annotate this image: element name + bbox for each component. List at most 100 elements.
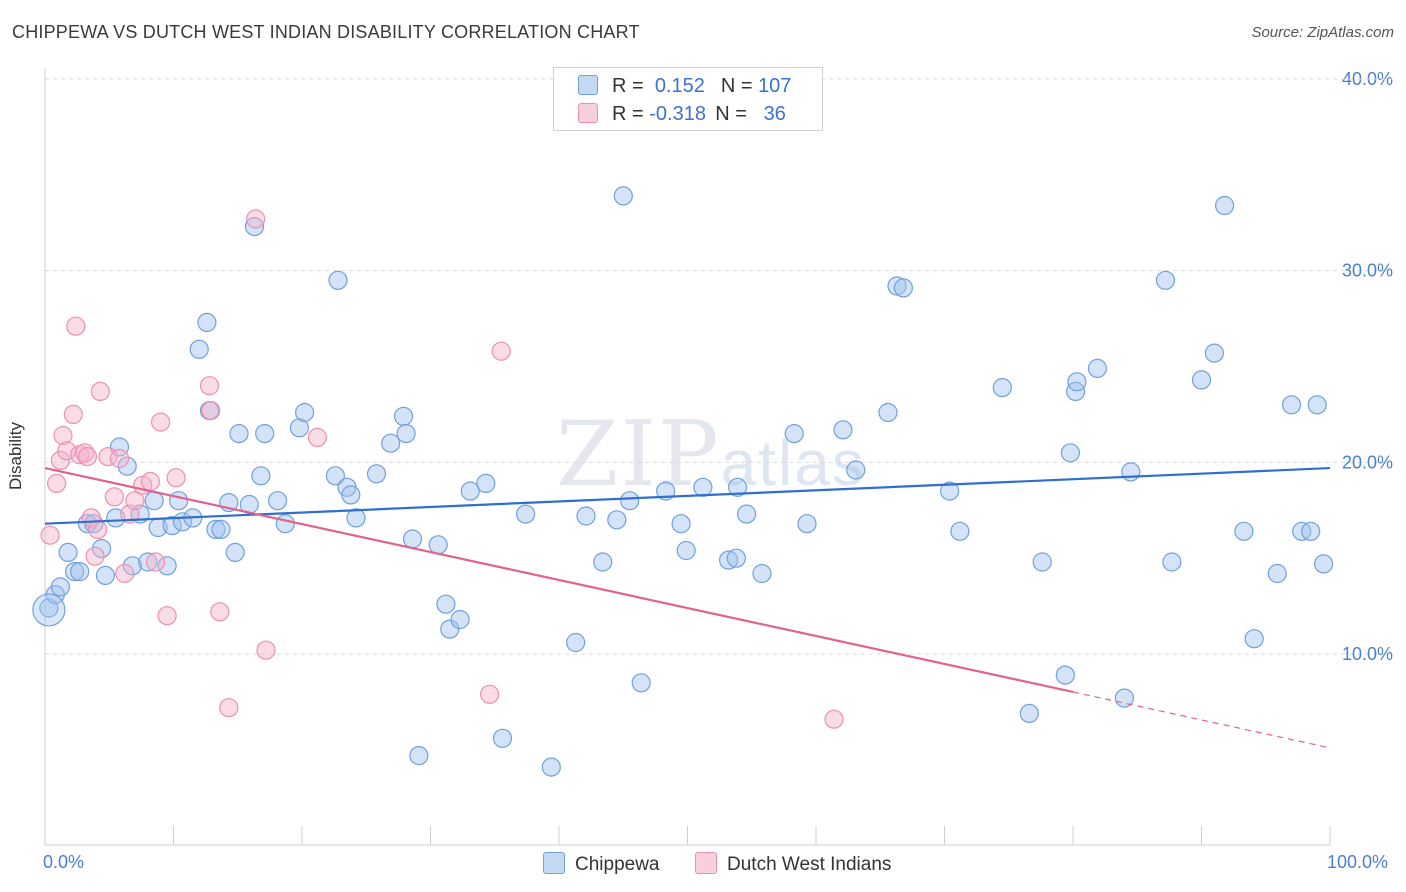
chippewa-point [631,673,651,693]
chippewa-point [229,424,249,444]
chippewa-point [366,464,387,484]
chippewa-point [541,757,561,777]
correlation-legend: R = 0.152 N = 107 R = -0.318 N = 36 [553,67,823,131]
chippewa-point [197,312,217,332]
chippewa-point [1055,665,1075,685]
chippewa-point [797,514,817,534]
legend-swatch-dutch-west-indians [578,103,598,123]
chippewa-point [1155,270,1176,290]
chippewa-point [275,514,295,534]
chippewa-point [58,542,78,563]
chippewa-point [1301,521,1321,541]
bottom-legend-swatch-dutch-west-indians [695,852,717,874]
chippewa-point [251,466,271,486]
chippewa-point [1244,629,1264,649]
chippewa-point [70,561,90,582]
chippewa-point [341,485,361,505]
bottom-legend-label: Chippewa [575,854,660,875]
dutch-west-indians-point [40,525,60,545]
chippewa-point [64,561,85,582]
bottom-legend-dutch-west-indians: Dutch West Indians [695,852,891,876]
dutch-west-indians-point [140,471,160,492]
dutch-west-indians-point [157,606,177,626]
dutch-west-indians-point [824,709,844,729]
dutch-west-indians-point [66,316,86,336]
chippewa-point [162,515,182,536]
dutch-west-indians-point [246,209,266,229]
chippewa-point [1281,395,1302,415]
dutch-west-indians-point [201,401,221,421]
chippewa-point [1121,462,1141,482]
legend-n-label: N = [720,75,753,97]
chippewa-point [1087,358,1108,378]
dutch-west-indians-point [145,552,166,572]
chippewa-point [402,529,423,549]
legend-n-value: 36 [763,103,786,125]
chippewa-point [381,433,401,453]
chippewa-point [1032,552,1052,572]
legend-swatch-chippewa [578,75,598,95]
chippewa-point [492,728,513,748]
watermark: ZIPatlas [556,402,866,507]
chippewa-point [676,540,696,561]
bottom-legend-label: Dutch West Indians [727,854,892,875]
dutch-west-indians-point [85,546,105,566]
chippewa-point [593,552,613,572]
chippewa-point [950,521,970,541]
chippewa-point [726,548,746,568]
dutch-west-indians-point [256,640,276,660]
dutch-west-indians-point [115,563,135,584]
dutch-west-indians-trend-line-extension [1072,691,1331,749]
chippewa-point [169,491,189,511]
legend-r-label: R = [612,75,644,97]
dutch-west-indians-point [210,602,230,622]
chippewa-point [752,563,772,584]
dutch-west-indians-point [77,447,98,467]
dutch-west-indians-point [50,450,71,470]
chippewa-point [476,473,496,493]
legend-row-dutch-west-indians: R = -0.318 N = 36 [578,103,786,126]
chippewa-point [393,406,414,426]
chippewa-point [1234,521,1254,541]
chippewa-point [328,270,348,290]
chippewa-point [436,594,456,614]
legend-r-value: -0.318 [649,103,706,125]
chippewa-point [122,556,142,576]
chart-title: CHIPPEWA VS DUTCH WEST INDIAN DISABILITY… [12,22,640,42]
chippewa-point [1019,703,1039,724]
y-tick-label: 30.0% [1342,261,1393,281]
chippewa-point [106,508,126,528]
chippewa-point [244,217,265,237]
chippewa-point [693,477,713,497]
dutch-west-indians-point [46,473,67,493]
dutch-west-indians-point [480,684,500,704]
dutch-west-indians-point [90,381,110,401]
chippewa-point [893,278,914,298]
chippewa-point [939,481,960,501]
chippewa-point [325,466,345,486]
chippewa-point [289,418,309,438]
chippewa-point [206,519,226,540]
chippewa-point [1214,195,1235,216]
dutch-west-indians-trend-line [44,467,1074,694]
chippewa-point [409,745,429,766]
chippewa-point [613,186,633,206]
watermark-atlas: atlas [720,427,866,499]
chippewa-point [1060,443,1081,463]
chippewa-point [1267,563,1287,584]
dutch-west-indians-point [151,412,171,432]
chippewa-point [992,378,1012,398]
x-tick-label-min: 0.0% [43,852,85,872]
chippewa-point [878,402,898,423]
chippewa-point [833,420,853,440]
bottom-legend-chippewa: Chippewa [543,852,660,876]
chippewa-point [576,506,596,526]
chippewa-point [1307,395,1327,415]
dutch-west-indians-point [219,698,239,718]
chippewa-point [138,552,158,572]
chippewa-point [255,424,275,444]
chippewa-point [1067,372,1087,392]
chippewa-point [50,577,71,597]
chippewa-point [1065,381,1086,401]
chippewa-point [225,542,245,563]
